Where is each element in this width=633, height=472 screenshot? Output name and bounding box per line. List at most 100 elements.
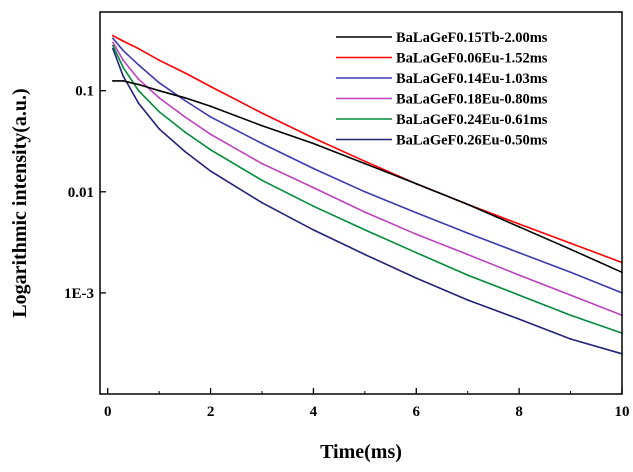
data-point xyxy=(312,205,315,208)
data-point xyxy=(209,148,212,151)
data-point xyxy=(569,242,572,245)
data-point xyxy=(261,124,263,127)
data-point xyxy=(518,225,520,228)
data-point xyxy=(569,338,572,340)
legend-label: BaLaGeF0.18Eu-0.80ms xyxy=(396,92,548,108)
data-point xyxy=(184,72,186,74)
data-point xyxy=(112,34,114,37)
series-line-5 xyxy=(112,48,623,355)
data-point xyxy=(261,179,263,182)
data-point xyxy=(364,211,366,214)
legend-label: BaLaGeF0.14Eu-1.03ms xyxy=(396,71,548,87)
data-point xyxy=(112,41,114,44)
x-tick-label: 0 xyxy=(104,404,112,420)
x-tick-label: 10 xyxy=(615,404,630,420)
data-point xyxy=(312,137,315,139)
data-point xyxy=(261,201,263,204)
series-line-4 xyxy=(112,45,623,334)
data-point xyxy=(261,162,263,165)
data-point xyxy=(158,96,161,99)
data-point xyxy=(364,162,366,165)
data-point xyxy=(122,75,124,77)
data-point xyxy=(466,274,469,276)
data-point xyxy=(184,116,186,118)
series-line-0 xyxy=(112,80,623,274)
data-point xyxy=(364,229,366,231)
data-point xyxy=(209,85,212,88)
data-point xyxy=(209,116,212,118)
data-point xyxy=(466,203,469,206)
data-point xyxy=(466,232,469,235)
data-point xyxy=(158,89,161,92)
y-tick-label: 0.1 xyxy=(75,84,94,100)
data-point xyxy=(312,142,315,145)
y-tick-label: 0.01 xyxy=(68,185,94,201)
data-point xyxy=(415,277,418,279)
data-point xyxy=(415,211,418,214)
data-point xyxy=(569,294,572,296)
legend: BaLaGeF0.15Tb-2.00ms BaLaGeF0.06Eu-1.52ms… xyxy=(336,30,548,149)
data-point xyxy=(312,186,315,189)
data-point xyxy=(364,160,366,163)
data-point xyxy=(137,64,140,66)
series-line-2 xyxy=(112,37,623,294)
data-point xyxy=(112,80,114,82)
data-point xyxy=(518,274,520,276)
data-point xyxy=(122,66,124,69)
data-point xyxy=(184,99,186,102)
data-point xyxy=(364,190,366,193)
data-point xyxy=(137,83,140,86)
data-point xyxy=(158,110,161,113)
data-point xyxy=(466,253,469,256)
data-point xyxy=(137,47,140,50)
data-point xyxy=(137,89,140,92)
data-point xyxy=(209,133,212,136)
data-point xyxy=(364,253,366,256)
x-tick-label: 2 xyxy=(207,404,215,420)
legend-label: BaLaGeF0.24Eu-0.61ms xyxy=(396,112,548,128)
data-point xyxy=(261,142,263,145)
data-point xyxy=(158,127,161,130)
data-point xyxy=(137,102,140,105)
data-point xyxy=(518,223,520,225)
series-line-3 xyxy=(112,42,623,317)
tick-layer: 0 2 4 6 8 10 0.1 0.01 1E-3 xyxy=(64,84,630,420)
legend-label: BaLaGeF0.26Eu-0.50ms xyxy=(396,133,548,149)
data-point xyxy=(112,44,114,47)
data-point xyxy=(569,271,572,274)
data-point xyxy=(466,299,469,301)
data-point xyxy=(158,81,161,84)
data-point xyxy=(209,170,212,173)
data-point xyxy=(209,105,212,108)
data-point xyxy=(112,37,114,40)
y-tick-label: 1E-3 xyxy=(64,286,94,302)
data-point xyxy=(518,318,520,320)
x-tick-label: 6 xyxy=(413,404,421,420)
data-point xyxy=(569,248,572,251)
legend-label: BaLaGeF0.15Tb-2.00ms xyxy=(396,30,548,46)
data-point xyxy=(122,49,124,52)
data-point xyxy=(184,150,186,153)
x-tick-label: 8 xyxy=(515,404,523,420)
data-point xyxy=(518,294,520,296)
data-point xyxy=(261,112,263,114)
data-point xyxy=(122,59,124,62)
x-axis-title: Time(ms) xyxy=(320,441,402,463)
data-point xyxy=(415,251,418,254)
data-point xyxy=(569,314,572,317)
data-point xyxy=(122,80,124,82)
data-point xyxy=(312,229,315,231)
series-layer xyxy=(112,34,623,355)
series-line-1 xyxy=(112,34,623,264)
data-point xyxy=(184,131,186,133)
data-point xyxy=(158,59,161,62)
y-axis-title: Logarithmic intensity(a.u.) xyxy=(9,88,31,317)
data-point xyxy=(415,182,418,185)
data-point xyxy=(518,251,520,254)
data-point xyxy=(122,40,124,42)
data-point xyxy=(312,167,315,170)
x-tick-label: 4 xyxy=(310,404,318,420)
